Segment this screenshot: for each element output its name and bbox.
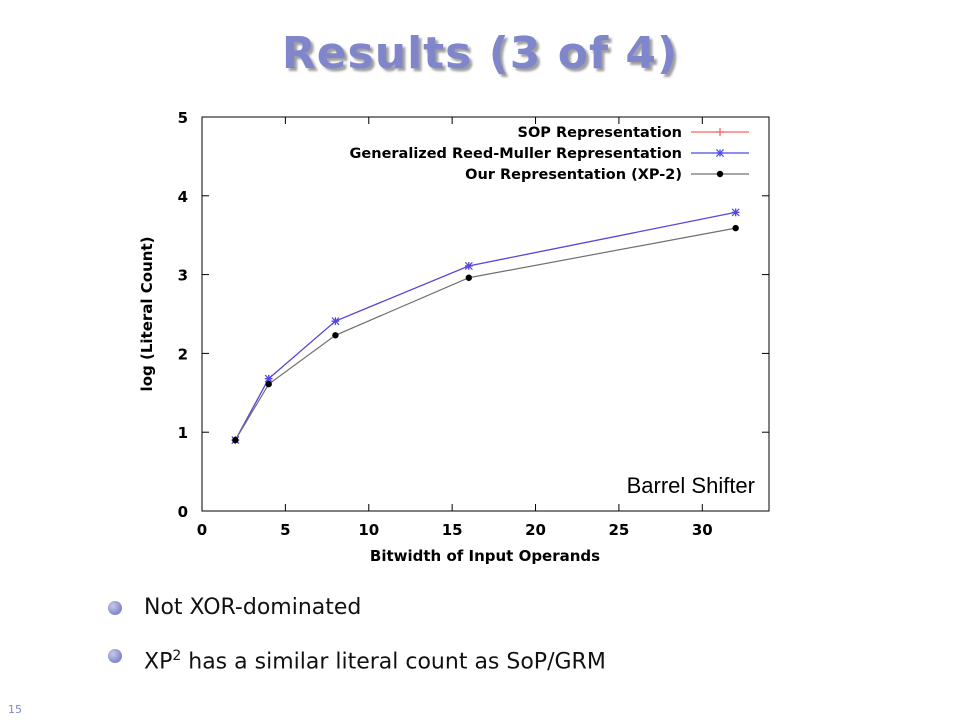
y-tick-label: 0 [178,503,188,521]
x-tick-label: 15 [442,521,463,539]
series-point-3 [465,274,473,281]
chart: 0 5 10 15 20 25 30 0 1 2 3 4 5 SOP Representation Gen… [138,109,770,565]
x-tick-label: 10 [358,521,379,539]
y-tick-label: 1 [178,424,188,442]
x-tick-label: 30 [692,521,713,539]
bullet-superscript: 2 [172,648,182,664]
series-point-3 [332,332,339,339]
x-tick-label: 20 [525,521,546,539]
legend-marker [716,170,724,178]
legend-label: SOP Representation [518,125,683,141]
y-tick-label: 3 [178,267,188,285]
bullet-text-prefix: XP [144,649,173,675]
bullet-item: Not XOR-dominated [108,590,606,638]
y-tick-label: 2 [178,345,188,363]
series-point-2 [731,208,740,217]
bullet-item: XP2 has a similar literal count as SoP/G… [108,638,606,686]
series-line-1 [234,211,736,441]
x-tick-label: 0 [197,521,207,539]
legend-marker [715,148,725,158]
bullet-dot-icon [108,649,122,663]
series-point-2 [331,317,340,326]
series-point-3 [232,436,239,444]
series-line-2 [234,211,736,441]
series-line-3 [234,227,736,441]
series-point-3 [732,224,739,232]
chart-annotation: Barrel Shifter [627,473,755,498]
plot-frame [201,116,770,512]
y-axis-label: log (Literal Count) [138,237,156,392]
bullet-text-suffix: has a similar literal count as SoP/GRM [181,649,606,675]
y-tick-label: 5 [178,109,188,127]
x-axis-label: Bitwidth of Input Operands [370,547,600,565]
series-point-2 [264,374,273,383]
series-point-2 [464,261,473,270]
x-tick-label: 5 [280,521,290,539]
slide-title: Results (3 of 4) [281,28,679,79]
bullet-dot-icon [108,601,122,615]
bullet-text: Not XOR-dominated [144,595,362,620]
y-tick-label: 4 [178,188,188,206]
bullet-list: Not XOR-dominated XP2 has a similar lite… [108,590,606,686]
series-point-3 [265,380,272,388]
legend-label: Generalized Reed-Muller Representation [350,146,682,162]
page-number: 15 [8,703,22,716]
legend-marker [716,128,724,136]
x-tick-label: 25 [608,521,629,539]
legend-label: Our Representation (XP-2) [465,167,682,183]
